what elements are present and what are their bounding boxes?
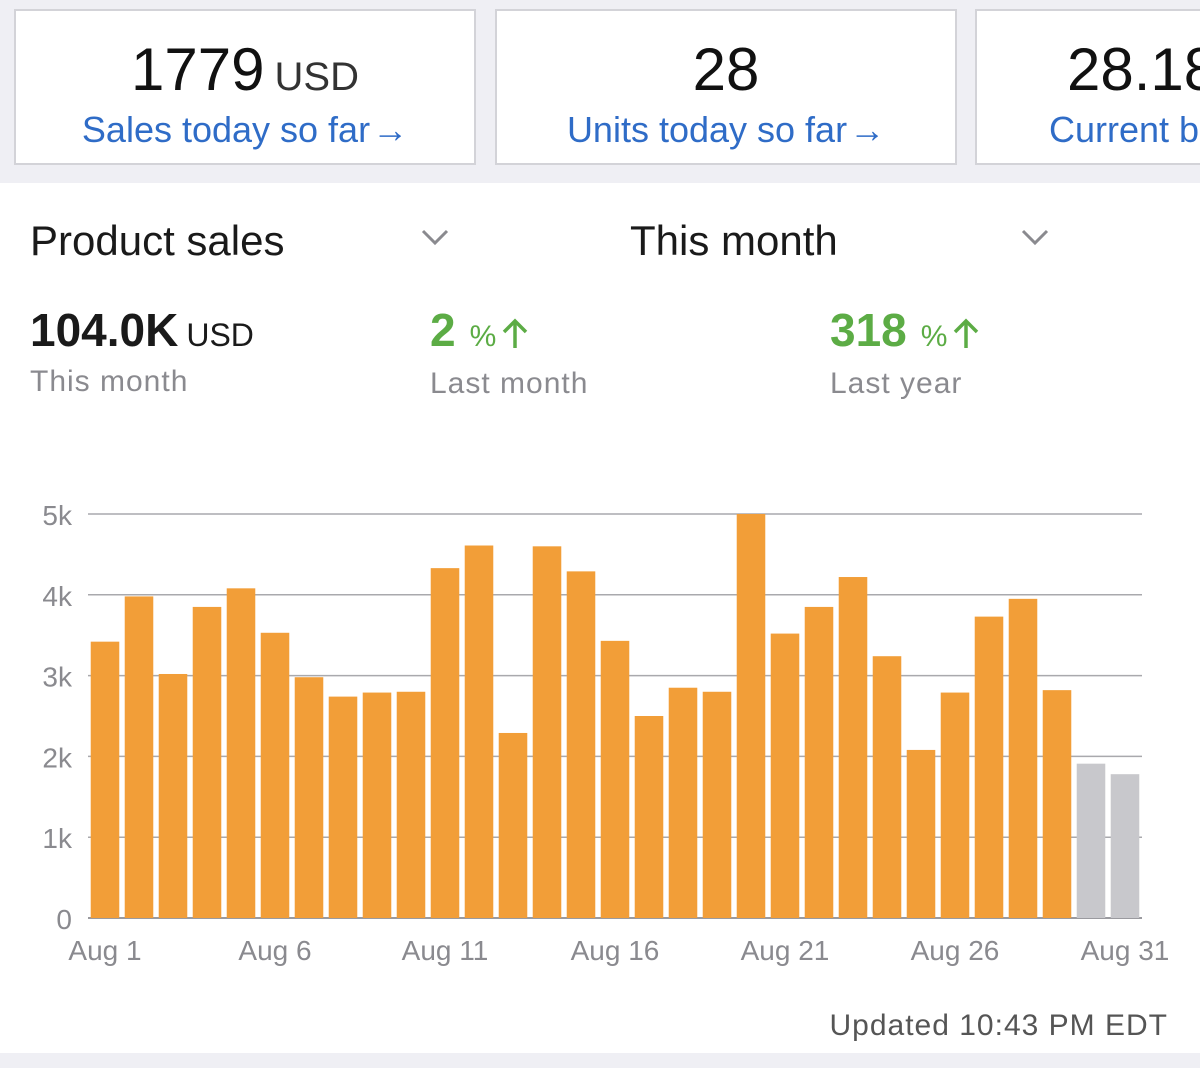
current-balance-link[interactable]: Current b [1049, 109, 1200, 150]
y-tick-label: 2k [42, 742, 73, 773]
bar [872, 656, 902, 918]
y-tick-label: 1k [42, 823, 73, 854]
bar [396, 691, 426, 918]
last-month-caption: Last month [430, 367, 589, 400]
y-tick-label: 0 [56, 904, 72, 935]
units-today-link[interactable]: Units today so far→ [566, 109, 886, 150]
bar [498, 732, 528, 918]
bar [668, 687, 698, 918]
bar [532, 546, 562, 918]
last-month-change-unit: % [469, 320, 497, 353]
bar [804, 606, 834, 918]
bar [736, 514, 766, 918]
y-tick-label: 3k [42, 662, 73, 693]
last-year-change-metric: 318% Last year [830, 305, 981, 404]
bar [1076, 763, 1106, 918]
x-tick-label: Aug 6 [238, 935, 311, 966]
bar [566, 571, 596, 918]
bar [124, 596, 154, 918]
current-balance-card[interactable]: 28.18 Current b [975, 9, 1200, 165]
x-tick-label: Aug 26 [911, 935, 1000, 966]
sales-today-value: 1779 USD [131, 36, 359, 103]
bar [328, 696, 358, 918]
arrow-right-icon: → [849, 109, 886, 150]
current-balance-value: 28.18 [1067, 36, 1200, 103]
chevron-down-icon[interactable] [420, 227, 450, 247]
x-tick-label: Aug 11 [402, 935, 489, 966]
arrow-up-icon [954, 318, 979, 348]
bar [906, 749, 936, 918]
bottom-divider [0, 1053, 1200, 1068]
bar [702, 691, 732, 918]
sales-today-card[interactable]: 1779 USD Sales today so far→ [14, 9, 476, 165]
bar [770, 633, 800, 918]
bar [430, 568, 460, 918]
bar [838, 577, 868, 918]
total-sales-value: 104.0K [30, 304, 179, 356]
bar [158, 673, 188, 918]
arrow-right-icon: → [372, 109, 409, 150]
summary-cards: 1779 USD Sales today so far→ 28 Units tod… [0, 0, 1200, 183]
last-year-change-value: 318 [830, 304, 907, 356]
last-month-change-value: 2 [430, 304, 456, 356]
bar [1042, 690, 1072, 918]
bar [1110, 774, 1140, 918]
arrow-up-icon [503, 318, 528, 348]
bar [226, 588, 256, 918]
y-tick-label: 5k [42, 500, 73, 531]
metric-selector-label[interactable]: Product sales [30, 217, 285, 264]
units-today-card[interactable]: 28 Units today so far→ [495, 9, 957, 165]
bar [260, 632, 290, 918]
sales-panel: Product sales This month 104.0K USD This … [0, 183, 1200, 1053]
x-tick-label: Aug 31 [1081, 935, 1170, 966]
units-today-value: 28 [692, 36, 760, 103]
last-month-change-metric: 2% Last month [430, 305, 588, 404]
bar [1008, 598, 1038, 918]
x-tick-label: Aug 21 [741, 935, 830, 966]
total-sales-unit: USD [186, 317, 254, 353]
period-selector-label[interactable]: This month [630, 217, 838, 264]
bar [634, 716, 664, 918]
x-tick-label: Aug 1 [68, 935, 141, 966]
bar [464, 545, 494, 918]
bar [362, 692, 392, 918]
last-updated-text: Updated 10:43 PM EDT [829, 1009, 1168, 1042]
y-tick-label: 4k [42, 581, 73, 612]
total-sales-metric: 104.0K USD This month [30, 305, 254, 402]
last-year-caption: Last year [830, 367, 963, 400]
bar [90, 641, 120, 918]
sales-bar-chart: 0 1k 2k 3k 4k 5k Aug 1 Aug 6 Aug 11 Aug 16 Aug 21 A… [42, 500, 1170, 966]
bar [940, 692, 970, 918]
bar [974, 616, 1004, 918]
bar [600, 640, 630, 918]
sales-today-unit: USD [274, 55, 359, 99]
bar [294, 677, 324, 918]
last-year-change-unit: % [920, 320, 948, 353]
bar [192, 606, 222, 918]
x-tick-label: Aug 16 [571, 935, 660, 966]
sales-today-link[interactable]: Sales today so far→ [81, 109, 409, 150]
total-sales-caption: This month [30, 365, 189, 398]
chevron-down-icon[interactable] [1020, 227, 1050, 247]
